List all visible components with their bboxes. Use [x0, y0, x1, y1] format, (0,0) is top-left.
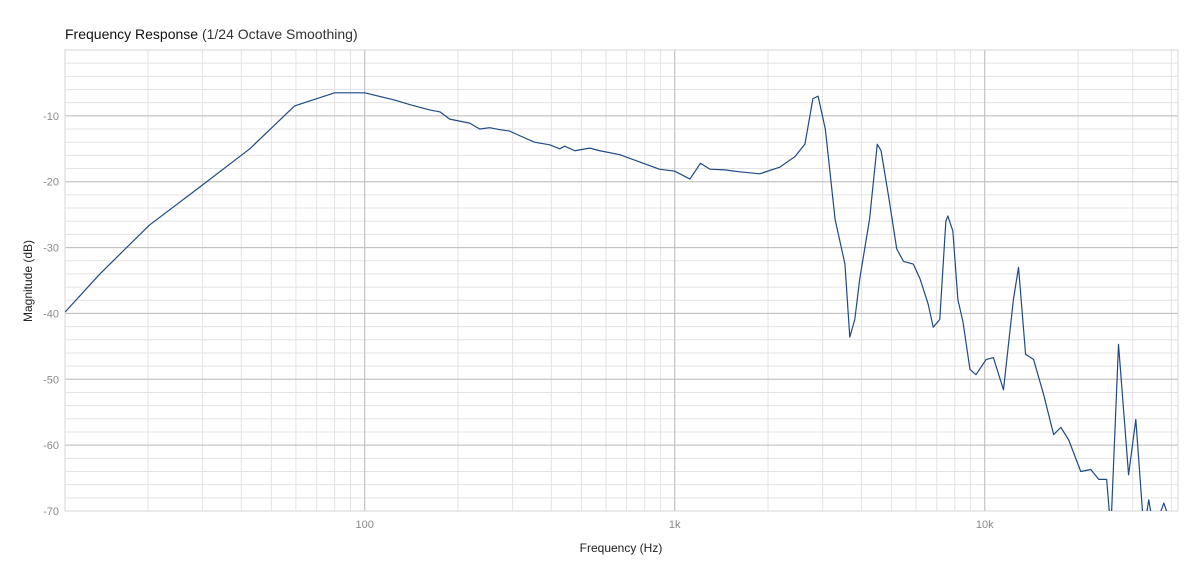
plot-border: [64, 49, 1179, 512]
y-axis-label: Magnitude (dB): [21, 240, 35, 322]
chart-subtitle: (1/24 Octave Smoothing): [202, 26, 358, 42]
y-tick-label: -10: [43, 111, 59, 123]
y-tick-label: -50: [43, 374, 59, 386]
chart-title-group: Frequency Response (1/24 Octave Smoothin…: [65, 26, 358, 42]
y-tick-label: -40: [43, 308, 59, 320]
x-axis-label: Frequency (Hz): [580, 541, 663, 555]
chart-title: Frequency Response: [65, 26, 198, 42]
x-tick-label: 100: [356, 519, 374, 531]
response-line: [65, 92, 1168, 511]
x-tick-label: 10k: [976, 519, 994, 531]
y-tick-label: -70: [43, 506, 59, 518]
x-tick-label: 1k: [669, 519, 681, 531]
grid: [65, 49, 1178, 512]
y-tick-label: -30: [43, 243, 59, 255]
y-tick-label: -20: [43, 177, 59, 189]
y-tick-label: -60: [43, 440, 59, 452]
